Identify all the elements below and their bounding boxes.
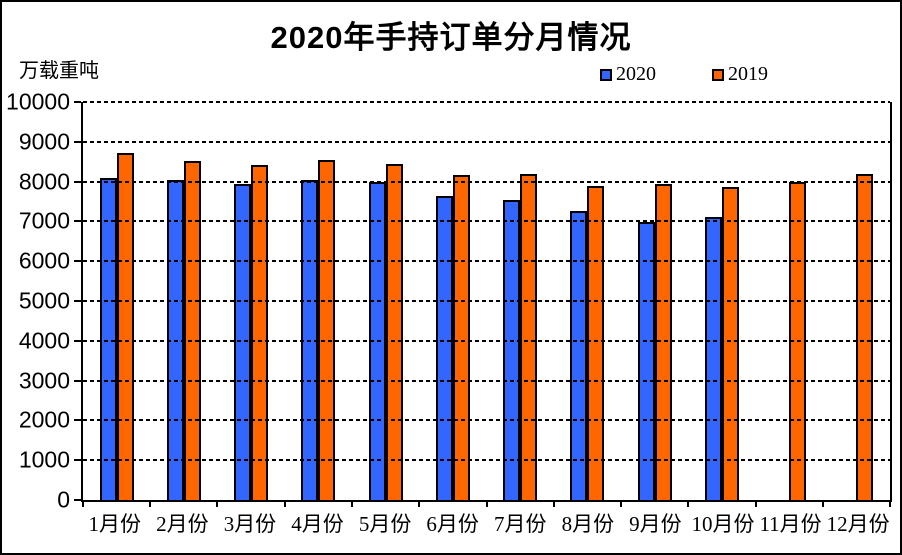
gridline-6000 bbox=[83, 260, 890, 263]
x-axis-label-11月份: 11月份 bbox=[759, 512, 822, 536]
y-tick-mark-0 bbox=[74, 499, 81, 501]
bar-2019-2月份 bbox=[183, 160, 201, 500]
y-tick-label-6000: 6000 bbox=[18, 247, 70, 274]
gridline-2000 bbox=[83, 419, 890, 422]
x-axis-label-9月份: 9月份 bbox=[629, 512, 682, 536]
y-tick-label-8000: 8000 bbox=[18, 168, 70, 195]
x-axis-label-5月份: 5月份 bbox=[358, 512, 412, 536]
y-tick-mark-1000 bbox=[74, 459, 81, 462]
gridline-1000 bbox=[83, 459, 890, 462]
bar-group-12月份 bbox=[823, 102, 890, 500]
x-tick-mark-8 bbox=[619, 502, 622, 507]
y-tick-mark-2000 bbox=[74, 419, 81, 422]
bar-2020-6月份 bbox=[435, 195, 453, 500]
gridline-7000 bbox=[83, 220, 890, 223]
y-tick-mark-10000 bbox=[74, 101, 81, 103]
bar-2020-8月份 bbox=[570, 211, 588, 500]
y-tick-mark-5000 bbox=[74, 300, 81, 302]
x-tick-mark-12 bbox=[889, 502, 891, 507]
legend-swatch-2019-icon bbox=[712, 68, 724, 81]
x-axis-label-7月份: 7月份 bbox=[494, 512, 547, 536]
legend-label-2020: 2020 bbox=[616, 63, 656, 85]
x-tick-mark-6 bbox=[485, 502, 488, 507]
x-tick-mark-9 bbox=[687, 502, 690, 507]
y-tick-mark-6000 bbox=[74, 260, 81, 263]
y-tick-label-5000: 5000 bbox=[18, 287, 70, 314]
bar-2019-5月份 bbox=[385, 164, 403, 500]
bar-2019-4月份 bbox=[318, 159, 336, 500]
gridline-3000 bbox=[83, 379, 890, 382]
x-tick-mark-4 bbox=[350, 502, 353, 507]
x-axis-label-4月份: 4月份 bbox=[291, 512, 344, 536]
legend-item-2020: 2020 bbox=[600, 63, 656, 86]
bar-2020-9月份 bbox=[637, 221, 655, 500]
y-tick-label-10000: 10000 bbox=[6, 88, 70, 115]
gridline-9000 bbox=[83, 140, 890, 143]
gridline-10000 bbox=[83, 101, 890, 103]
x-axis-label-10月份: 10月份 bbox=[691, 512, 755, 536]
legend-item-2019: 2019 bbox=[712, 63, 768, 86]
y-tick-label-4000: 4000 bbox=[18, 327, 70, 354]
gridline-5000 bbox=[83, 300, 890, 302]
bar-2020-1月份 bbox=[99, 177, 117, 500]
plot-area: 0 1000 2000 3000 4000 5000 6000 7000 8000 9000 100… bbox=[6, 89, 892, 513]
bar-2019-1月份 bbox=[116, 152, 134, 500]
bar-group-7月份 bbox=[487, 102, 554, 500]
bar-group-6月份 bbox=[419, 102, 486, 500]
bar-2019-3月份 bbox=[251, 164, 269, 500]
x-axis-labels: 1月份 2月份 3月份 4月份 5月份 6月份 7月份 8月份 9月份 10月份 11月份 12月份 bbox=[81, 508, 892, 538]
x-axis-label-3月份: 3月份 bbox=[223, 512, 277, 536]
x-axis-label-6月份: 6月份 bbox=[426, 512, 479, 536]
bar-2019-7月份 bbox=[520, 173, 538, 500]
y-tick-mark-7000 bbox=[74, 220, 81, 223]
x-tick-mark-2 bbox=[216, 502, 219, 507]
legend-swatch-2020-icon bbox=[600, 68, 612, 81]
y-tick-mark-8000 bbox=[74, 180, 81, 183]
x-tick-mark-3 bbox=[283, 502, 286, 507]
y-tick-label-7000: 7000 bbox=[18, 207, 70, 234]
y-tick-mark-3000 bbox=[74, 379, 81, 382]
y-tick-label-1000: 1000 bbox=[18, 446, 70, 473]
legend-label-2019: 2019 bbox=[728, 63, 768, 85]
y-tick-mark-9000 bbox=[74, 140, 81, 143]
x-tick-mark-0 bbox=[82, 502, 84, 507]
y-tick-label-3000: 3000 bbox=[18, 367, 70, 394]
bar-2020-7月份 bbox=[503, 199, 521, 500]
y-tick-mark-4000 bbox=[74, 339, 81, 342]
x-tick-mark-11 bbox=[821, 502, 824, 507]
bar-2019-12月份 bbox=[856, 174, 874, 500]
y-axis-unit-label: 万载重吨 bbox=[19, 60, 99, 82]
gridline-4000 bbox=[83, 339, 890, 342]
bar-2019-6月份 bbox=[452, 174, 470, 500]
bar-2020-10月份 bbox=[704, 217, 722, 500]
x-axis-label-8月份: 8月份 bbox=[561, 512, 615, 536]
gridline-8000 bbox=[83, 180, 890, 183]
chart-title: 2020年手持订单分月情况 bbox=[270, 20, 632, 55]
bar-group-10月份 bbox=[688, 102, 755, 500]
y-tick-label-0: 0 bbox=[57, 486, 70, 513]
x-axis-label-1月份: 1月份 bbox=[88, 512, 142, 536]
x-axis-label-12月份: 12月份 bbox=[826, 512, 890, 536]
bar-2019-8月份 bbox=[587, 185, 605, 500]
x-tick-mark-7 bbox=[552, 502, 555, 507]
y-tick-label-9000: 9000 bbox=[18, 128, 70, 155]
y-tick-label-2000: 2000 bbox=[18, 406, 70, 433]
x-tick-mark-5 bbox=[418, 502, 421, 507]
x-tick-mark-10 bbox=[754, 502, 757, 507]
x-tick-mark-1 bbox=[149, 502, 152, 507]
bar-2019-10月份 bbox=[721, 186, 739, 500]
x-axis-label-2月份: 2月份 bbox=[156, 512, 209, 536]
legend: 2020 2019 bbox=[600, 63, 768, 86]
